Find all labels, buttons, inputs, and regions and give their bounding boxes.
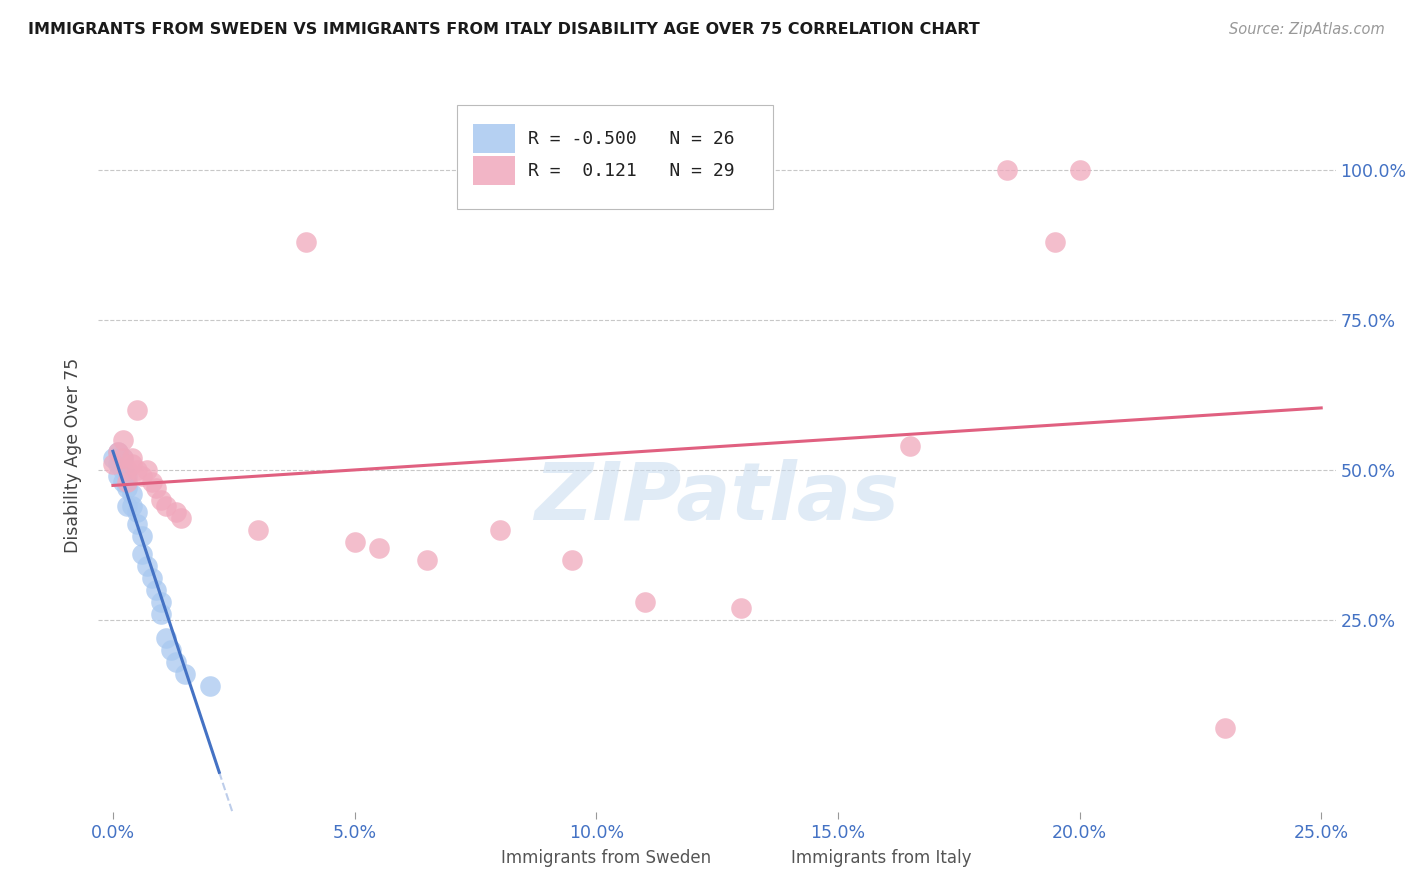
FancyBboxPatch shape — [474, 156, 516, 185]
FancyBboxPatch shape — [474, 124, 516, 153]
Point — [165, 655, 187, 669]
Point — [155, 499, 177, 513]
Point — [141, 571, 163, 585]
Point — [121, 487, 143, 501]
Point — [145, 481, 167, 495]
Point — [107, 457, 129, 471]
Point — [150, 492, 173, 507]
Text: Immigrants from Sweden: Immigrants from Sweden — [501, 849, 710, 867]
Point — [135, 463, 157, 477]
Point — [141, 475, 163, 489]
Point — [131, 529, 153, 543]
Text: ZIPatlas: ZIPatlas — [534, 458, 900, 537]
Point — [111, 450, 134, 465]
Point — [343, 534, 366, 549]
Point — [730, 600, 752, 615]
Point — [198, 679, 221, 693]
Point — [117, 475, 139, 489]
Point — [1213, 721, 1236, 735]
Point — [101, 450, 124, 465]
Point — [135, 558, 157, 573]
Text: IMMIGRANTS FROM SWEDEN VS IMMIGRANTS FROM ITALY DISABILITY AGE OVER 75 CORRELATI: IMMIGRANTS FROM SWEDEN VS IMMIGRANTS FRO… — [28, 22, 980, 37]
Point — [150, 607, 173, 621]
Point — [561, 553, 583, 567]
Point — [117, 463, 139, 477]
Point — [995, 163, 1018, 178]
Point — [900, 439, 922, 453]
Point — [107, 445, 129, 459]
Point — [111, 475, 134, 489]
Point — [117, 481, 139, 495]
Point — [111, 463, 134, 477]
Point — [367, 541, 389, 555]
Text: Immigrants from Italy: Immigrants from Italy — [792, 849, 972, 867]
Point — [150, 595, 173, 609]
Point — [111, 433, 134, 447]
Point — [117, 469, 139, 483]
Point — [246, 523, 269, 537]
Point — [101, 457, 124, 471]
Point — [127, 403, 149, 417]
Point — [117, 499, 139, 513]
FancyBboxPatch shape — [457, 105, 773, 209]
Point — [121, 457, 143, 471]
Text: R = -0.500   N = 26: R = -0.500 N = 26 — [527, 130, 734, 148]
Point — [160, 642, 183, 657]
Point — [169, 511, 191, 525]
Point — [131, 547, 153, 561]
Point — [174, 666, 197, 681]
Text: R =  0.121   N = 29: R = 0.121 N = 29 — [527, 162, 734, 180]
FancyBboxPatch shape — [461, 848, 494, 872]
Point — [633, 595, 655, 609]
Point — [107, 469, 129, 483]
FancyBboxPatch shape — [752, 848, 785, 872]
Point — [1045, 235, 1067, 249]
Point — [121, 499, 143, 513]
Y-axis label: Disability Age Over 75: Disability Age Over 75 — [65, 358, 83, 552]
Point — [127, 463, 149, 477]
Point — [107, 445, 129, 459]
Point — [165, 505, 187, 519]
Point — [295, 235, 318, 249]
Text: Source: ZipAtlas.com: Source: ZipAtlas.com — [1229, 22, 1385, 37]
Point — [127, 516, 149, 531]
Point — [416, 553, 439, 567]
Point — [145, 582, 167, 597]
Point — [155, 631, 177, 645]
Point — [121, 450, 143, 465]
Point — [111, 450, 134, 465]
Point — [131, 469, 153, 483]
Point — [488, 523, 510, 537]
Point — [1069, 163, 1091, 178]
Point — [127, 505, 149, 519]
